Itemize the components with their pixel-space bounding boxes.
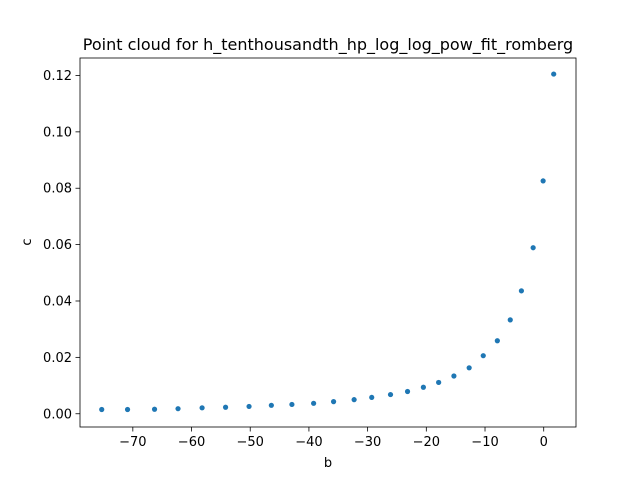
x-tick-label: −40 — [295, 435, 322, 450]
y-tick-label: 0.06 — [43, 238, 72, 253]
data-point — [351, 397, 357, 403]
data-point — [99, 406, 105, 413]
data-point — [369, 394, 375, 401]
data-point — [551, 71, 557, 77]
data-point — [289, 401, 295, 408]
x-tick-label: −10 — [471, 435, 498, 450]
data-point — [466, 365, 472, 371]
data-point — [124, 406, 131, 413]
data-point — [451, 373, 457, 379]
data-point — [518, 288, 525, 294]
data-point — [222, 404, 229, 410]
x-tick-label: 0 — [540, 435, 548, 450]
y-tick-label: 0.02 — [43, 351, 72, 366]
data-point — [436, 379, 442, 386]
data-point — [330, 399, 337, 405]
x-axis-ticks: −70 −60 −50 −40 −30 −20 −10 0 — [119, 427, 548, 450]
x-tick-label: −60 — [178, 435, 205, 450]
data-point — [175, 406, 181, 412]
x-tick-label: −20 — [413, 435, 440, 450]
chart-title: Point cloud for h_tenthousandth_hp_log_l… — [83, 35, 573, 55]
data-point — [387, 391, 394, 398]
data-points — [99, 71, 557, 413]
data-point — [420, 384, 426, 390]
data-point — [507, 317, 513, 323]
data-point — [268, 402, 274, 408]
y-tick-label: 0.08 — [43, 182, 72, 197]
plot-frame — [79, 57, 577, 428]
data-point — [494, 338, 500, 344]
x-axis-label: b — [324, 456, 332, 471]
data-point — [246, 403, 252, 410]
y-tick-label: 0.00 — [43, 407, 72, 422]
data-point — [199, 405, 205, 411]
x-tick-label: −50 — [237, 435, 264, 450]
y-tick-label: 0.12 — [43, 69, 72, 84]
x-tick-label: −70 — [119, 435, 146, 450]
data-point — [311, 400, 317, 406]
data-point — [151, 406, 158, 412]
x-tick-label: −30 — [354, 435, 381, 450]
y-axis-label: c — [20, 238, 35, 245]
y-axis-ticks: 0.00 0.02 0.04 0.06 0.08 0.10 0.12 — [43, 69, 80, 422]
data-point — [480, 353, 486, 359]
y-tick-label: 0.04 — [43, 294, 72, 309]
data-point — [540, 178, 546, 184]
y-tick-label: 0.10 — [43, 125, 72, 140]
data-point — [404, 388, 411, 395]
data-point — [530, 245, 536, 251]
